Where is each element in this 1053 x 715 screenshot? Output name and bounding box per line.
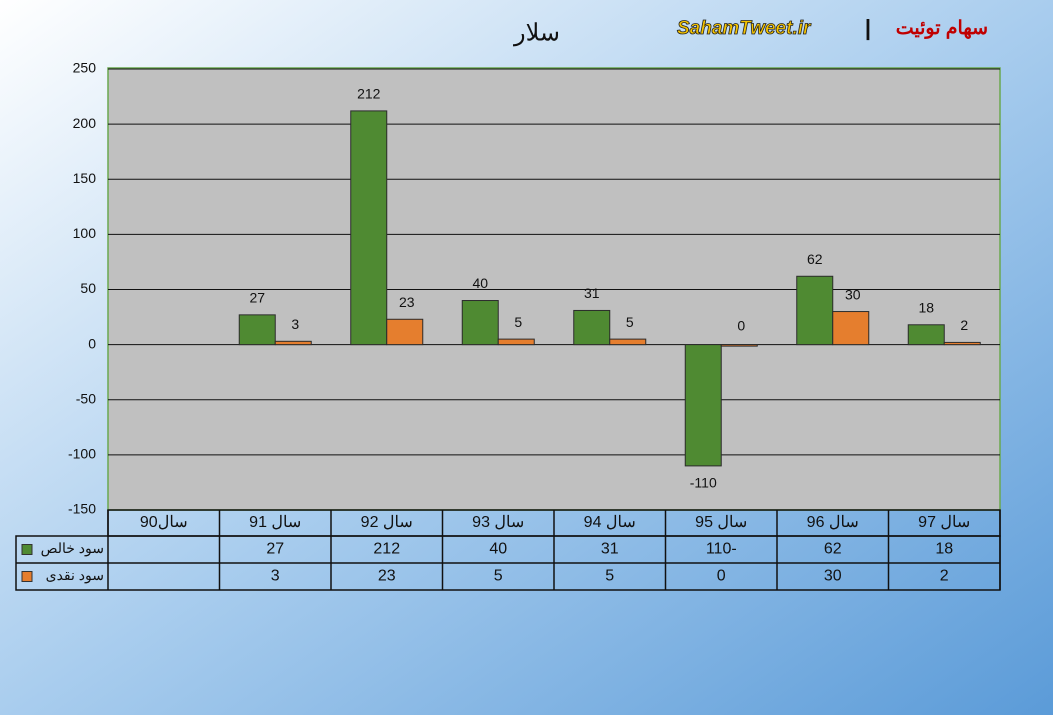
legend-swatch [21, 571, 33, 582]
table-value: 212 [373, 541, 400, 558]
table-value: 18 [935, 541, 953, 558]
legend-swatch [21, 544, 33, 555]
x-tick-label: سال 94 [584, 514, 636, 531]
bar [461, 300, 499, 346]
x-tick-label: سال 93 [472, 514, 524, 531]
data-label: 18 [918, 299, 934, 315]
data-label: 5 [626, 314, 634, 330]
y-tick-label: 50 [80, 280, 96, 296]
y-tick-label: 0 [88, 335, 96, 351]
bar [350, 110, 388, 346]
y-tick-label: -50 [76, 390, 96, 406]
bar [386, 318, 424, 346]
table-value: 2 [940, 568, 949, 585]
table-value: 62 [824, 541, 842, 558]
y-tick-label: -100 [68, 446, 96, 462]
data-label: 5 [514, 314, 522, 330]
table-value: 5 [605, 568, 614, 585]
data-label: 2 [960, 317, 968, 333]
table-value: 3 [271, 568, 280, 585]
y-tick-label: -150 [68, 501, 96, 517]
data-label: -110 [690, 475, 717, 491]
bar [274, 340, 312, 346]
x-tick-label: سال 97 [918, 514, 970, 531]
bar [943, 341, 981, 346]
bar [609, 338, 647, 346]
brand-fa: سهام توئیت [896, 18, 988, 39]
x-tick-label: سال 92 [361, 514, 413, 531]
table-value: 0 [717, 568, 726, 585]
bar [907, 324, 945, 346]
x-tick-label: سال 95 [695, 514, 747, 531]
y-tick-label: 200 [73, 115, 97, 131]
data-label: 27 [249, 290, 265, 306]
x-tick-label: سال 91 [249, 514, 301, 531]
bar [720, 344, 758, 347]
y-tick-label: 150 [73, 170, 97, 186]
table-value: 23 [378, 568, 396, 585]
data-label: 23 [399, 294, 415, 310]
data-label: 40 [472, 275, 488, 291]
data-label: 31 [584, 285, 600, 301]
legend-label: سود نقدی [46, 567, 104, 584]
table-value: 31 [601, 541, 619, 558]
table-value: 40 [489, 541, 507, 558]
bar [238, 314, 276, 346]
table-value: -110 [706, 541, 737, 558]
table-value: 27 [266, 541, 284, 558]
legend-label: سود خالص [41, 540, 104, 557]
data-label: 0 [737, 317, 745, 333]
data-label: 62 [807, 251, 823, 267]
y-tick-label: 100 [73, 225, 97, 241]
brand-en: SahamTweet.ir [677, 18, 812, 39]
table-value: 30 [824, 568, 842, 585]
x-tick-label: سال 96 [807, 514, 859, 531]
data-label: 30 [845, 286, 861, 302]
x-tick-label: سال90 [140, 514, 188, 531]
brand-sep: | [865, 15, 871, 40]
bar [832, 311, 870, 346]
data-label: 212 [357, 86, 381, 102]
bar [684, 344, 722, 467]
y-tick-label: 250 [73, 60, 97, 76]
bar [573, 309, 611, 346]
data-label: 3 [291, 316, 299, 332]
bar [796, 275, 834, 346]
bar [497, 338, 535, 346]
table-value: 5 [494, 568, 503, 585]
chart-title: سلار [513, 19, 560, 46]
